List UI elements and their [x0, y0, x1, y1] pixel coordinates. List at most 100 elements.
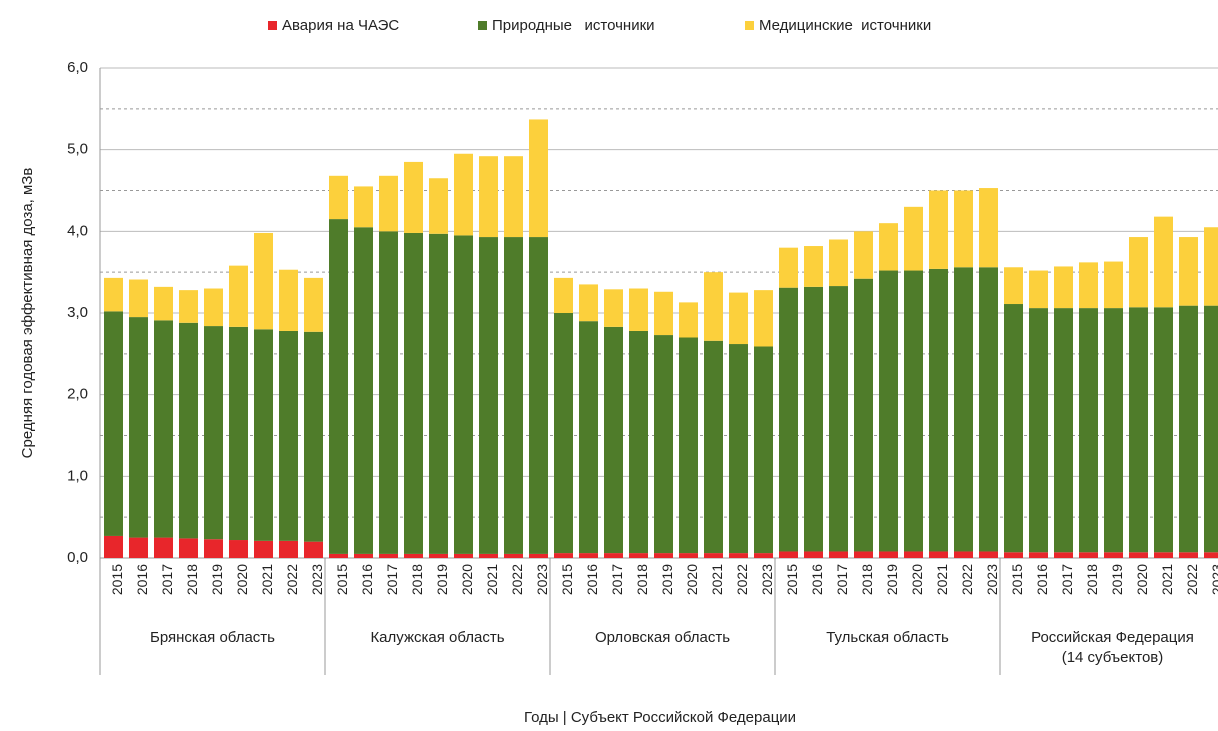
legend-swatch [268, 21, 277, 30]
bar-segment [204, 539, 223, 558]
bar-segment [404, 232, 423, 554]
bar-segment [1079, 308, 1098, 553]
y-tick-label: 1,0 [67, 467, 88, 484]
x-tick-label: 2022 [509, 564, 525, 595]
bar-segment [679, 302, 698, 338]
x-tick-label: 2016 [359, 564, 375, 595]
legend-label: Природные источники [492, 17, 655, 34]
bar-segment [554, 313, 573, 554]
x-tick-label: 2022 [1184, 564, 1200, 595]
bar-segment [829, 551, 848, 558]
bar-segment [1204, 552, 1218, 558]
bar-segment [1004, 552, 1023, 558]
bar-segment [629, 288, 648, 331]
bar-segment [1179, 552, 1198, 558]
bar-segment [279, 540, 298, 558]
bar-segment [904, 551, 923, 558]
bar-segment [954, 267, 973, 552]
bar-segment [1054, 552, 1073, 558]
y-tick-label: 3,0 [67, 304, 88, 321]
bar-segment [729, 344, 748, 554]
bar-segment [529, 119, 548, 238]
bar-segment [454, 235, 473, 554]
bar-segment [179, 538, 198, 558]
bar-segment [654, 553, 673, 558]
legend-swatch [478, 21, 487, 30]
bar-segment [929, 551, 948, 558]
bar-segment [254, 329, 273, 541]
legend-label: Авария на ЧАЭС [282, 17, 399, 34]
bar-segment [129, 317, 148, 538]
bar-segment [304, 277, 323, 332]
bar-segment [279, 330, 298, 541]
x-tick-label: 2023 [534, 564, 550, 595]
bar-segment [329, 175, 348, 220]
x-tick-label: 2016 [584, 564, 600, 595]
x-tick-label: 2017 [834, 564, 850, 595]
bar-segment [354, 553, 373, 558]
bar-segment [1204, 227, 1218, 306]
bar-segment [854, 278, 873, 552]
x-tick-label: 2022 [284, 564, 300, 595]
bar-segment [154, 320, 173, 538]
bar-segment [704, 553, 723, 558]
y-tick-label: 5,0 [67, 141, 88, 158]
x-tick-label: 2015 [1009, 564, 1025, 595]
bar-segment [879, 223, 898, 271]
group-label: Орловская область [594, 629, 731, 646]
bar-segment [1154, 307, 1173, 553]
bar-segment [579, 284, 598, 322]
bar-segment [1079, 262, 1098, 309]
x-tick-label: 2020 [234, 564, 250, 595]
x-tick-label: 2020 [684, 564, 700, 595]
bar-segment [1204, 305, 1218, 553]
bar-segment [229, 540, 248, 558]
bar-segment [554, 277, 573, 313]
bar-segment [429, 553, 448, 558]
bar-segment [154, 286, 173, 321]
bar-segment [954, 551, 973, 558]
x-tick-label: 2022 [959, 564, 975, 595]
bar-segment [554, 553, 573, 558]
group-label: Российская Федерация (14 субъектов) [1031, 629, 1194, 666]
x-tick-label: 2015 [559, 564, 575, 595]
bar-segment [879, 270, 898, 552]
bar-segment [929, 268, 948, 552]
y-tick-label: 4,0 [67, 222, 88, 239]
x-tick-label: 2019 [1109, 564, 1125, 595]
bar-segment [1029, 270, 1048, 309]
bar-segment [904, 206, 923, 271]
x-tick-label: 2015 [109, 564, 125, 595]
bar-segment [379, 553, 398, 558]
x-tick-label: 2020 [909, 564, 925, 595]
bar-segment [629, 330, 648, 554]
x-tick-label: 2018 [1084, 564, 1100, 595]
bar-segment [854, 551, 873, 558]
bar-segment [329, 219, 348, 554]
x-tick-label: 2021 [1159, 564, 1175, 595]
bar-segment [1029, 552, 1048, 558]
bar-segment [954, 190, 973, 268]
x-tick-label: 2017 [1059, 564, 1075, 595]
bar-segment [404, 553, 423, 558]
bar-segment [379, 231, 398, 554]
x-tick-label: 2021 [934, 564, 950, 595]
bar-segment [1029, 308, 1048, 553]
bar-segment [479, 553, 498, 558]
bar-segment [1154, 216, 1173, 308]
bar-segment [629, 553, 648, 558]
x-tick-label: 2016 [1034, 564, 1050, 595]
bar-segment [104, 535, 123, 558]
x-tick-label: 2019 [659, 564, 675, 595]
bar-segment [479, 156, 498, 238]
bar-segment [254, 232, 273, 330]
bar-segment [504, 237, 523, 554]
bar-segment [304, 331, 323, 542]
bar-segment [979, 551, 998, 558]
bar-segment [529, 237, 548, 554]
bar-segment [779, 551, 798, 558]
bar-segment [1054, 266, 1073, 309]
x-tick-label: 2021 [484, 564, 500, 595]
